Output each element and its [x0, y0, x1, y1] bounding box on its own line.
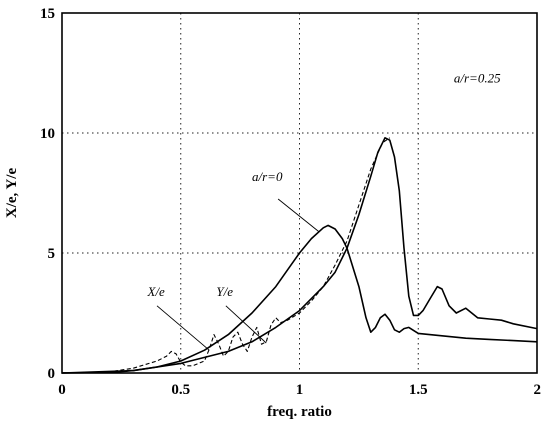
- x-tick-label: 0: [58, 382, 66, 398]
- annotations: a/r=0.25 a/r=0 X/e Y/e: [147, 71, 502, 300]
- leader-line: [277, 198, 319, 232]
- tick-labels: 0 0.5 1 1.5 2 0 5 10 15: [40, 6, 541, 398]
- gridlines: [62, 13, 537, 373]
- y-axis-label: X/e, Y/e: [4, 168, 20, 219]
- annotation-leaders: [156, 198, 319, 351]
- plot-frame: [61, 12, 538, 374]
- annotation-label: a/r=0.25: [454, 71, 501, 86]
- x-axis-label: freq. ratio: [267, 404, 332, 420]
- y-tick-label: 5: [48, 246, 56, 262]
- x-tick-label: 2: [534, 382, 542, 398]
- y-tick-label: 10: [40, 126, 55, 142]
- series-line-3: [61, 137, 538, 374]
- annotation-label: Y/e: [216, 284, 233, 299]
- annotation-label: a/r=0: [252, 169, 283, 184]
- leader-line: [156, 305, 210, 351]
- annotation-label: X/e: [147, 284, 166, 299]
- x-tick-label: 1: [296, 382, 304, 398]
- leader-line: [225, 305, 267, 344]
- series-line-1: [61, 224, 538, 374]
- series-layer: [61, 137, 538, 374]
- x-tick-label: 1.5: [409, 382, 428, 398]
- y-tick-label: 15: [40, 6, 55, 22]
- y-tick-label: 0: [48, 366, 56, 382]
- series-line-2: [61, 137, 391, 374]
- x-tick-label: 0.5: [171, 382, 190, 398]
